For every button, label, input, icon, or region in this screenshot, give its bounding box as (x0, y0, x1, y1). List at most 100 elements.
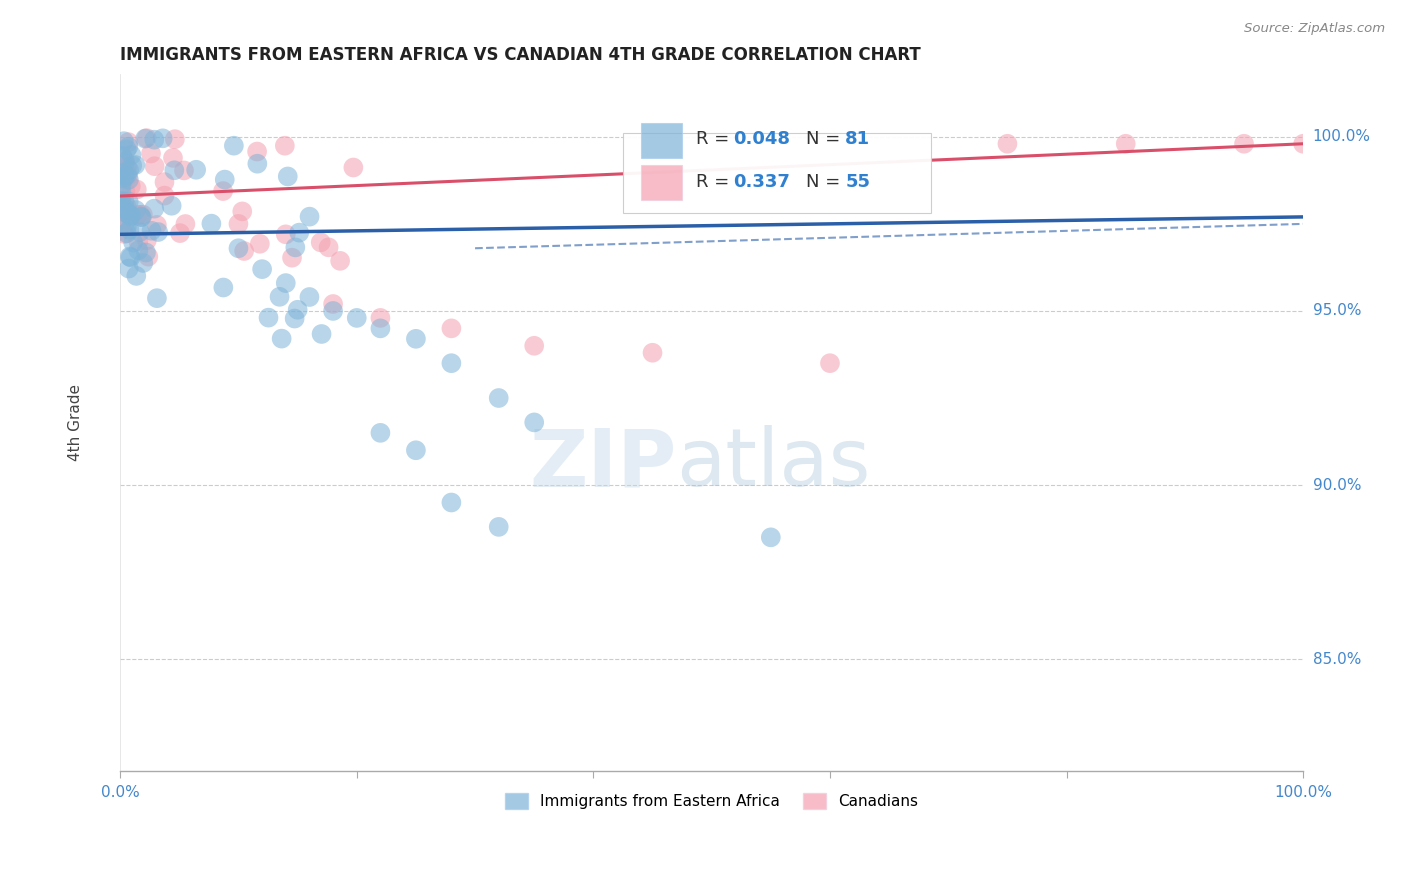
Point (163, 163, 186, 178)
Point (146, 218, 169, 232)
Point (146, 225, 169, 239)
Point (127, 235, 149, 249)
Point (110, 194, 132, 208)
Point (139, 146, 162, 161)
Legend: Immigrants from Eastern Africa, Canadians: Immigrants from Eastern Africa, Canadian… (499, 787, 924, 815)
Point (143, 133, 166, 147)
Point (135, 245, 157, 260)
Point (112, 200, 135, 214)
Point (200, 217, 222, 231)
Text: 90.0%: 90.0% (1313, 477, 1361, 492)
Point (759, 530, 782, 544)
Point (124, 158, 146, 172)
Point (115, 168, 138, 182)
Text: 95.0%: 95.0% (1313, 303, 1361, 318)
Point (160, 199, 183, 213)
Point (818, 356, 841, 370)
FancyBboxPatch shape (641, 123, 682, 158)
FancyBboxPatch shape (641, 165, 682, 200)
Point (997, 136, 1019, 151)
Point (523, 339, 546, 353)
Point (641, 345, 664, 359)
Point (117, 135, 139, 149)
Point (405, 332, 427, 346)
Point (186, 162, 208, 177)
Point (284, 240, 307, 254)
Point (117, 207, 139, 221)
Point (162, 151, 184, 165)
Point (120, 179, 142, 194)
Point (115, 226, 138, 240)
Point (118, 163, 141, 178)
Point (523, 416, 546, 430)
Point (288, 226, 311, 240)
Point (311, 326, 333, 341)
Text: N =: N = (806, 130, 846, 148)
Point (153, 188, 176, 202)
Point (129, 208, 152, 222)
Point (134, 131, 156, 145)
Point (309, 235, 332, 250)
Point (246, 157, 269, 171)
Point (212, 280, 235, 294)
Point (110, 204, 132, 219)
Text: 100.0%: 100.0% (1274, 785, 1333, 799)
Point (114, 155, 136, 169)
Point (135, 233, 157, 247)
Point (322, 304, 344, 318)
Point (169, 226, 191, 240)
Point (112, 134, 135, 148)
Point (131, 210, 153, 224)
Point (114, 194, 136, 209)
Point (440, 356, 463, 370)
FancyBboxPatch shape (623, 133, 931, 213)
Text: 81: 81 (845, 130, 870, 148)
Point (163, 132, 186, 146)
Point (298, 290, 321, 304)
Text: 0.0%: 0.0% (101, 785, 139, 799)
Point (114, 169, 136, 184)
Text: 4th Grade: 4th Grade (67, 384, 83, 461)
Text: atlas: atlas (676, 425, 870, 503)
Text: R =: R = (696, 130, 735, 148)
Text: 55: 55 (845, 173, 870, 191)
Point (173, 163, 195, 178)
Point (284, 311, 307, 326)
Point (132, 256, 155, 270)
Point (346, 310, 368, 325)
Point (1115, 136, 1137, 151)
Point (127, 208, 149, 222)
Text: 85.0%: 85.0% (1313, 652, 1361, 666)
Point (269, 290, 291, 304)
Point (115, 160, 138, 174)
Point (114, 185, 136, 199)
Point (120, 148, 142, 162)
Point (125, 202, 148, 217)
Point (370, 321, 392, 335)
Point (128, 225, 150, 239)
Point (440, 495, 463, 509)
Point (110, 178, 132, 193)
Point (287, 302, 309, 317)
Point (214, 172, 236, 186)
Point (127, 244, 149, 258)
Point (135, 131, 157, 145)
Point (370, 310, 392, 325)
Point (143, 159, 166, 173)
Point (136, 250, 159, 264)
Text: IMMIGRANTS FROM EASTERN AFRICA VS CANADIAN 4TH GRADE CORRELATION CHART: IMMIGRANTS FROM EASTERN AFRICA VS CANADI… (120, 46, 921, 64)
Point (405, 443, 427, 458)
Point (222, 138, 245, 153)
Point (125, 182, 148, 196)
Point (281, 251, 304, 265)
Point (274, 227, 297, 242)
Point (277, 169, 299, 184)
Point (115, 199, 138, 213)
Point (318, 240, 340, 254)
Point (249, 236, 271, 251)
Point (488, 520, 510, 534)
Point (111, 149, 134, 163)
Point (117, 169, 139, 183)
Point (231, 204, 253, 219)
Point (110, 166, 132, 180)
